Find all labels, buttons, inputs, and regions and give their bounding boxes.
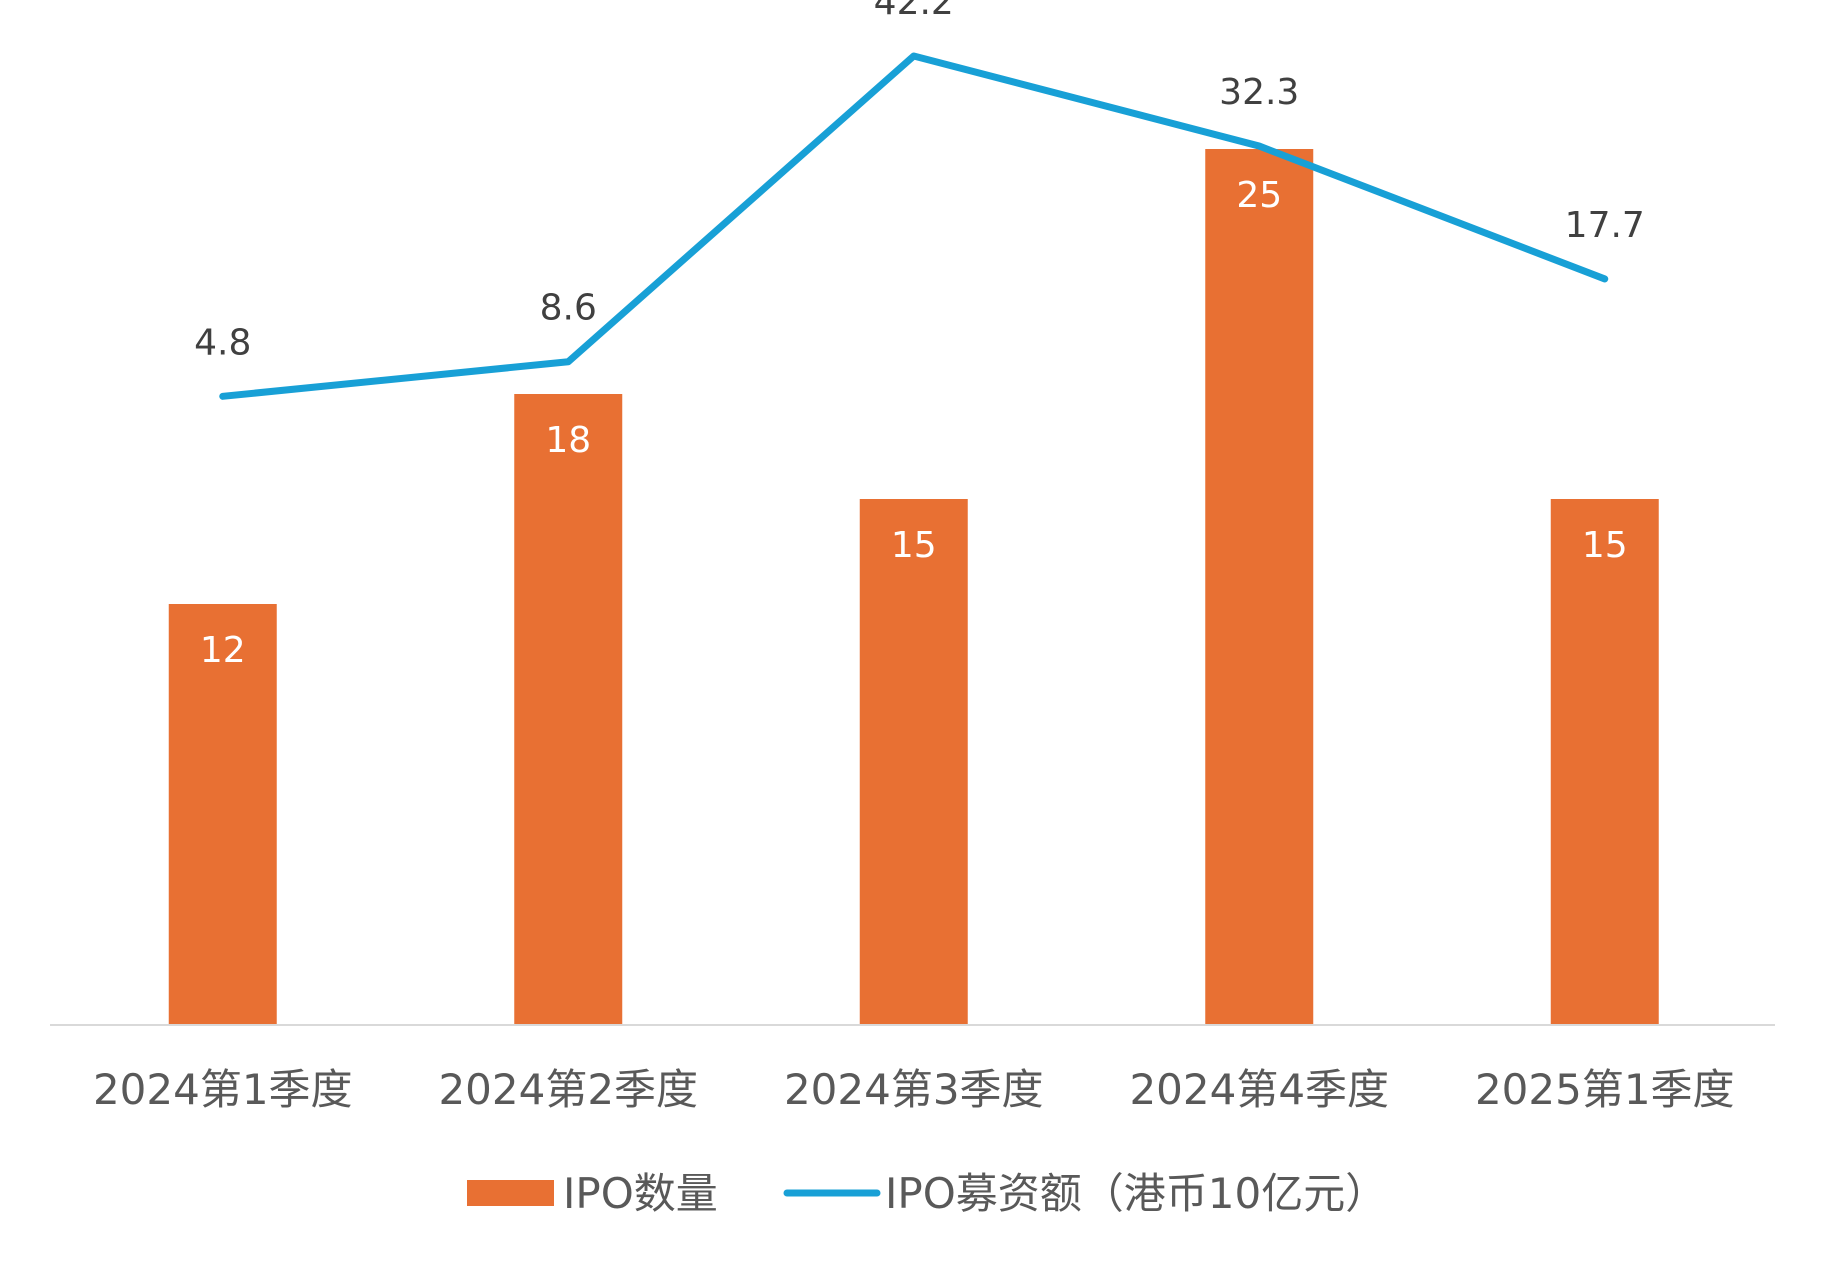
x-tick-label: 2024第2季度 xyxy=(438,1065,698,1114)
bar xyxy=(1205,149,1314,1024)
line-point xyxy=(565,358,572,365)
line-data-label: 17.7 xyxy=(1565,205,1645,246)
bar-data-label: 15 xyxy=(1582,525,1628,566)
bar-data-label: 25 xyxy=(1236,175,1282,216)
labels-layer: 12 18 15 25 15 2024第1季度 2024第2季度 2024第3季度 2024第4… xyxy=(93,0,1735,1114)
legend-label-line: IPO募资额（港币10亿元） xyxy=(885,1169,1387,1218)
bar-data-label: 18 xyxy=(545,420,591,461)
line-data-label: 42.2 xyxy=(874,0,954,23)
line-point xyxy=(1256,143,1263,150)
line-point xyxy=(219,393,226,400)
bar xyxy=(859,499,968,1024)
legend-swatch-bar xyxy=(467,1180,554,1206)
x-tick-label: 2024第3季度 xyxy=(784,1065,1044,1114)
line-point xyxy=(1601,275,1608,282)
line-data-label: 8.6 xyxy=(540,288,597,329)
x-tick-label: 2025第1季度 xyxy=(1475,1065,1735,1114)
bar xyxy=(1550,499,1659,1024)
bars-layer xyxy=(168,149,1659,1024)
legend-label-bar: IPO数量 xyxy=(563,1169,718,1218)
line-point xyxy=(910,52,917,59)
line-series-path xyxy=(219,52,1609,400)
line-data-label: 32.3 xyxy=(1219,72,1299,113)
bar xyxy=(514,394,623,1024)
bar xyxy=(168,604,277,1024)
bar-data-label: 12 xyxy=(200,630,246,671)
x-tick-label: 2024第1季度 xyxy=(93,1065,353,1114)
bar-data-label: 15 xyxy=(891,525,937,566)
line-layer xyxy=(219,52,1609,400)
x-tick-label: 2024第4季度 xyxy=(1129,1065,1389,1114)
legend: IPO数量 IPO募资额（港币10亿元） xyxy=(467,1169,1387,1218)
line-data-label: 4.8 xyxy=(194,322,251,363)
